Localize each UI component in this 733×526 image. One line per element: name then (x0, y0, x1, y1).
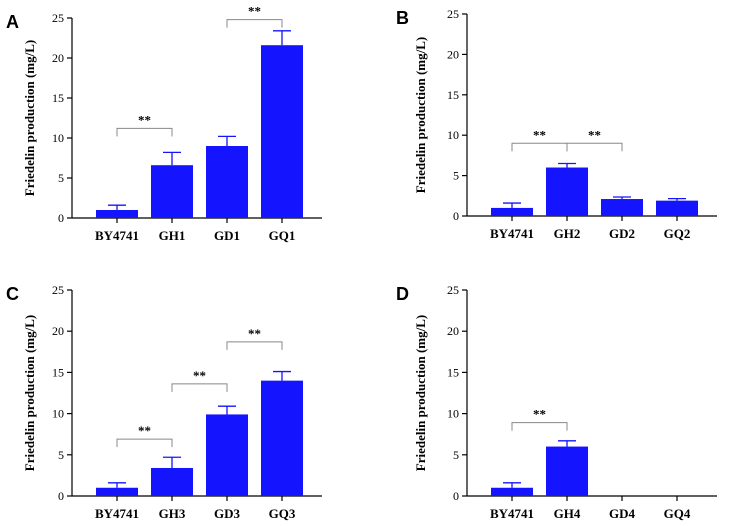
x-tick-label: BY4741 (95, 228, 139, 243)
bar (206, 414, 248, 496)
bar (491, 487, 533, 496)
y-tick-label: 0 (453, 209, 459, 223)
x-tick-label: GQ4 (664, 506, 691, 521)
y-tick-label: 5 (453, 448, 459, 462)
x-tick-label: GH4 (554, 506, 581, 521)
x-tick-label: GQ3 (269, 506, 296, 521)
y-axis-label: Friedelin production (mg/L) (413, 37, 428, 193)
y-tick-label: 5 (453, 169, 459, 183)
y-axis-label: Friedelin production (mg/L) (413, 315, 428, 471)
y-axis-label: Friedelin production (mg/L) (22, 315, 37, 471)
y-tick-label: 15 (447, 88, 459, 102)
x-tick-label: GQ1 (269, 228, 296, 243)
bar (546, 167, 588, 216)
significance-label: ** (138, 112, 151, 127)
significance-bracket (566, 142, 623, 152)
y-tick-label: 15 (52, 365, 64, 379)
bar (656, 200, 698, 216)
x-tick-label: GH2 (554, 226, 581, 241)
significance-label: ** (138, 423, 151, 438)
y-tick-label: 0 (453, 489, 459, 503)
significance-bracket (116, 127, 173, 137)
significance-bracket (116, 438, 173, 448)
y-tick-label: 0 (58, 211, 64, 225)
bar (546, 446, 588, 496)
y-tick-label: 25 (447, 283, 459, 297)
y-tick-label: 15 (52, 91, 64, 105)
panel-letter: C (6, 284, 19, 304)
significance-label: ** (193, 368, 206, 383)
panel-letter: A (6, 12, 19, 32)
bar (601, 199, 643, 216)
x-tick-label: GH1 (159, 228, 186, 243)
panel-letter: D (396, 284, 409, 304)
x-tick-label: GD2 (609, 226, 635, 241)
y-tick-label: 0 (58, 489, 64, 503)
x-tick-label: BY4741 (490, 226, 534, 241)
bar (491, 207, 533, 216)
panel-letter: B (396, 8, 409, 28)
significance-bracket (171, 383, 228, 392)
significance-label: ** (533, 407, 546, 422)
significance-label: ** (588, 127, 601, 142)
x-tick-label: GH3 (159, 506, 186, 521)
significance-label: ** (248, 4, 261, 19)
y-axis-label: Friedelin production (mg/L) (22, 40, 37, 196)
y-tick-label: 10 (52, 131, 64, 145)
y-tick-label: 10 (52, 407, 64, 421)
bar (151, 165, 193, 218)
panel-d: D Friedelin production (mg/L) 0 5 10 15 20 25 BY… (396, 283, 717, 521)
significance-bracket (226, 341, 283, 350)
y-tick-label: 20 (52, 324, 64, 338)
significance-label: ** (533, 127, 546, 142)
bar (261, 45, 303, 219)
y-tick-label: 25 (52, 11, 64, 25)
significance-bracket (511, 422, 568, 431)
significance-bracket (511, 142, 568, 152)
y-tick-label: 20 (52, 51, 64, 65)
bar (96, 210, 138, 218)
y-tick-label: 5 (58, 448, 64, 462)
y-tick-label: 10 (447, 407, 459, 421)
y-tick-label: 5 (58, 171, 64, 185)
y-tick-label: 10 (447, 128, 459, 142)
y-tick-label: 20 (447, 324, 459, 338)
x-tick-label: BY4741 (95, 506, 139, 521)
y-tick-label: 15 (447, 365, 459, 379)
x-tick-label: GD1 (214, 228, 240, 243)
significance-bracket (226, 19, 283, 28)
panel-b: B Friedelin production (mg/L) 0 5 10 15 20 25 BY… (396, 7, 717, 241)
bar (206, 146, 248, 218)
y-tick-label: 25 (447, 7, 459, 21)
x-tick-label: GD4 (609, 506, 636, 521)
bar (261, 380, 303, 496)
x-tick-label: GD3 (214, 506, 241, 521)
x-tick-label: BY4741 (490, 506, 534, 521)
y-tick-label: 25 (52, 283, 64, 297)
significance-label: ** (248, 326, 261, 341)
bar (151, 467, 193, 496)
x-tick-label: GQ2 (664, 226, 691, 241)
y-tick-label: 20 (447, 47, 459, 61)
bar (96, 487, 138, 496)
